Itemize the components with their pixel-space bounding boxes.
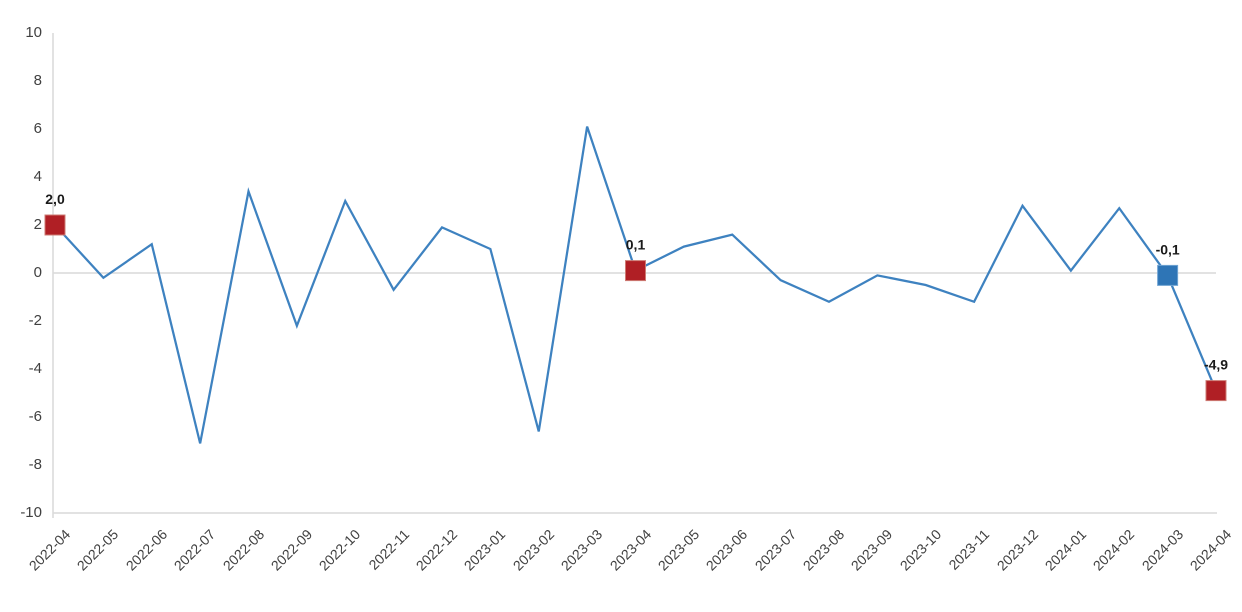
y-tick-label--8: -8	[28, 456, 42, 473]
y-tick-label--10: -10	[20, 504, 42, 521]
data-label-2024-03: -0,1	[1156, 241, 1180, 257]
y-tick-label-6: 6	[33, 120, 42, 137]
highlight-marker-2022-04	[44, 214, 66, 236]
data-label-2024-04: -4,9	[1204, 357, 1228, 373]
data-label-2023-04: 0,1	[626, 237, 646, 253]
y-tick-label--2: -2	[28, 312, 42, 329]
y-tick-label-8: 8	[33, 72, 42, 89]
y-tick-label--6: -6	[28, 408, 42, 425]
highlight-marker-2023-04	[625, 260, 646, 282]
series-line-monthly-change	[53, 126, 1218, 444]
y-tick-label--4: -4	[28, 360, 42, 377]
highlight-marker-2024-03	[1157, 264, 1179, 286]
y-tick-label-2: 2	[33, 216, 42, 233]
data-label-2022-04: 2,0	[45, 191, 65, 207]
highlight-marker-2024-04	[1205, 380, 1227, 402]
y-tick-label-0: 0	[33, 264, 42, 281]
y-tick-label-10: 10	[25, 24, 42, 41]
y-tick-label-4: 4	[33, 168, 42, 185]
